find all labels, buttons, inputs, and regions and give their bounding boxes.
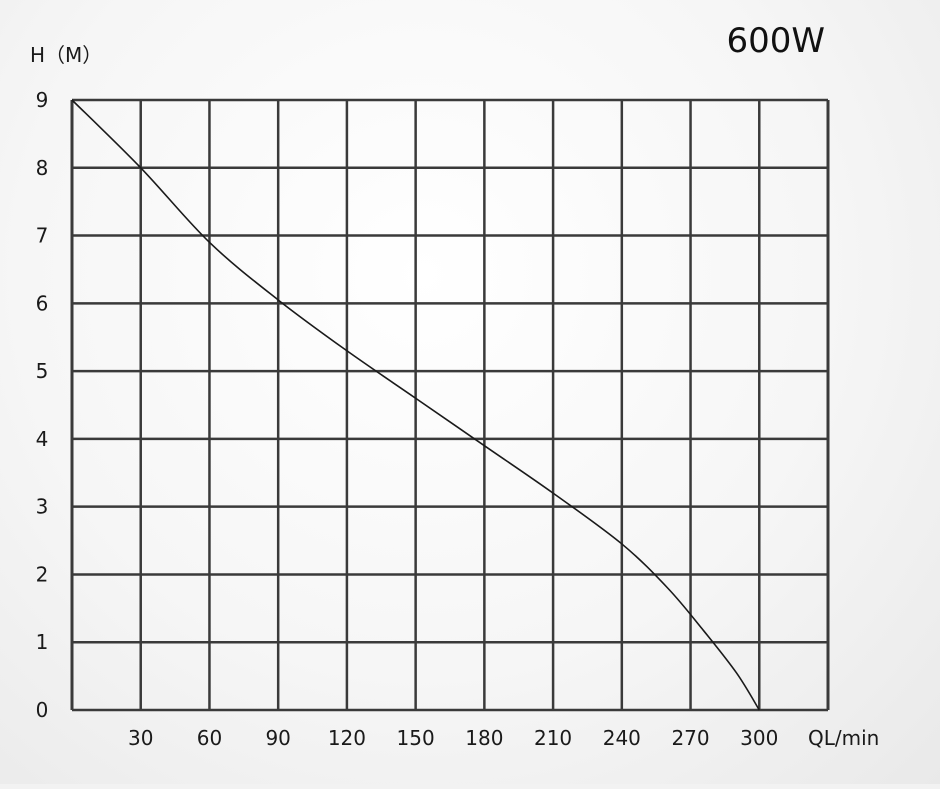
x-tick-label: 60	[197, 726, 222, 750]
x-tick-label: 270	[671, 726, 709, 750]
x-tick-label: 90	[265, 726, 290, 750]
x-tick-label: 150	[397, 726, 435, 750]
y-tick-label: 5	[36, 359, 49, 383]
y-tick-label: 6	[36, 291, 49, 315]
series-line	[71, 99, 760, 711]
y-tick-label: 7	[36, 224, 49, 248]
y-tick-label: 8	[36, 156, 49, 180]
y-tick-label: 0	[36, 698, 49, 722]
y-tick-label: 2	[36, 562, 49, 586]
y-tick-label: 3	[36, 495, 49, 519]
x-tick-label: 180	[465, 726, 503, 750]
tick-labels: 30 60 90 120 150 180 210 240 270 300 0 1 2 3 4 5 6 7 8 9	[36, 88, 779, 750]
x-tick-label: 30	[128, 726, 153, 750]
x-tick-label: 300	[740, 726, 778, 750]
x-tick-label: 240	[603, 726, 641, 750]
x-axis-title: QL/min	[808, 726, 879, 750]
series-layer	[71, 99, 760, 711]
chart-title: 600W	[726, 21, 825, 61]
y-axis-title: H（M）	[30, 43, 102, 67]
grid	[70, 98, 830, 712]
y-tick-label: 1	[36, 630, 49, 654]
x-tick-label: 210	[534, 726, 572, 750]
y-tick-label: 9	[36, 88, 49, 112]
y-tick-label: 4	[36, 427, 49, 451]
x-tick-label: 120	[328, 726, 366, 750]
